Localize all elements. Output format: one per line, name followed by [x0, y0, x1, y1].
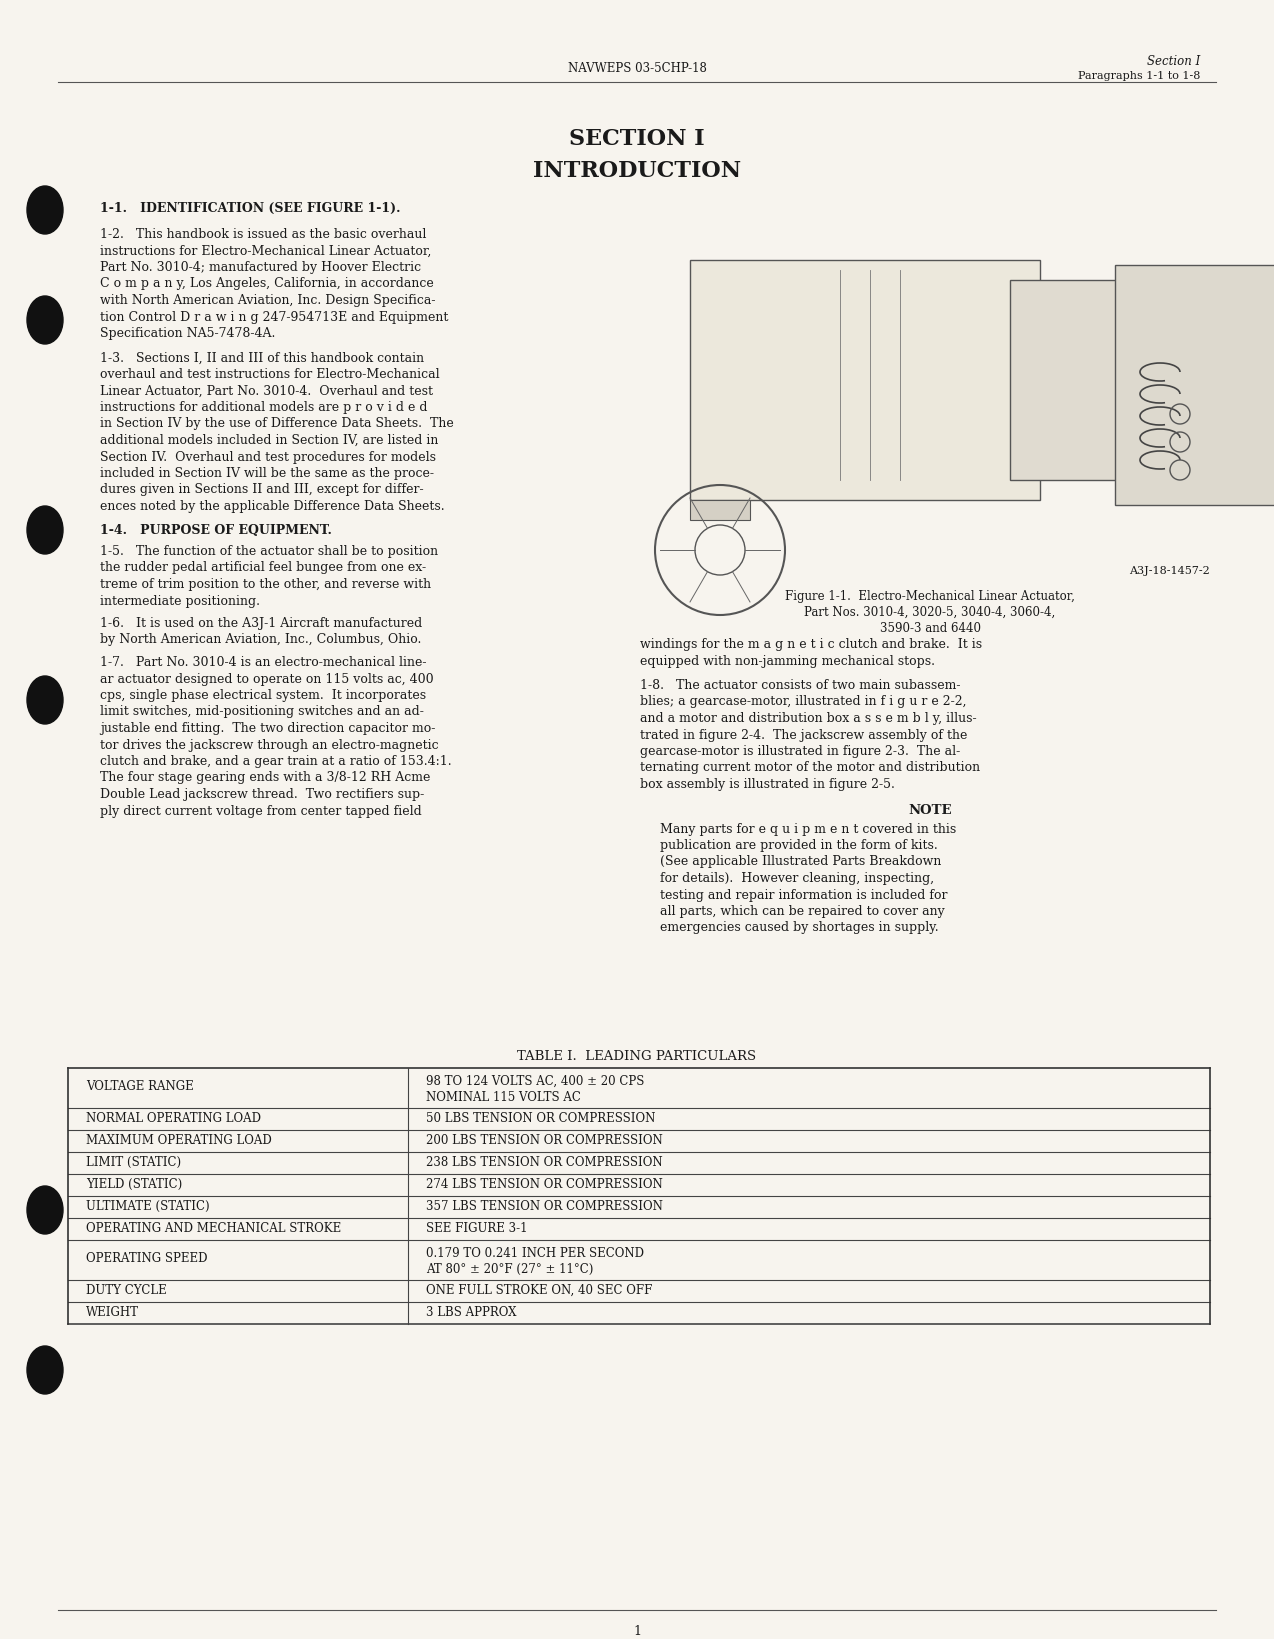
- Text: by North American Aviation, Inc., Columbus, Ohio.: by North American Aviation, Inc., Columb…: [99, 634, 422, 646]
- Text: limit switches, mid-positioning switches and an ad-: limit switches, mid-positioning switches…: [99, 705, 424, 718]
- Text: 98 TO 124 VOLTS AC, 400 ± 20 CPS: 98 TO 124 VOLTS AC, 400 ± 20 CPS: [426, 1075, 645, 1088]
- Text: WEIGHT: WEIGHT: [87, 1306, 139, 1318]
- Text: tor drives the jackscrew through an electro-magnetic: tor drives the jackscrew through an elec…: [99, 739, 438, 752]
- Text: INTRODUCTION: INTRODUCTION: [533, 161, 741, 182]
- Ellipse shape: [27, 675, 62, 724]
- Text: dures given in Sections II and III, except for differ-: dures given in Sections II and III, exce…: [99, 484, 424, 497]
- Text: instructions for additional models are p r o v i d e d: instructions for additional models are p…: [99, 402, 428, 415]
- Text: gearcase-motor is illustrated in figure 2-3.  The al-: gearcase-motor is illustrated in figure …: [640, 746, 961, 757]
- Text: AT 80° ± 20°F (27° ± 11°C): AT 80° ± 20°F (27° ± 11°C): [426, 1264, 594, 1277]
- Text: SEE FIGURE 3-1: SEE FIGURE 3-1: [426, 1221, 527, 1234]
- Text: Double Lead jackscrew thread.  Two rectifiers sup-: Double Lead jackscrew thread. Two rectif…: [99, 788, 424, 801]
- Text: OPERATING SPEED: OPERATING SPEED: [87, 1252, 208, 1265]
- Text: TABLE I.  LEADING PARTICULARS: TABLE I. LEADING PARTICULARS: [517, 1051, 757, 1064]
- Text: 1-8.   The actuator consists of two main subassem-: 1-8. The actuator consists of two main s…: [640, 679, 961, 692]
- Text: testing and repair information is included for: testing and repair information is includ…: [660, 888, 948, 901]
- Text: Figure 1-1.  Electro-Mechanical Linear Actuator,: Figure 1-1. Electro-Mechanical Linear Ac…: [785, 590, 1075, 603]
- Text: ar actuator designed to operate on 115 volts ac, 400: ar actuator designed to operate on 115 v…: [99, 672, 433, 685]
- Text: publication are provided in the form of kits.: publication are provided in the form of …: [660, 839, 938, 852]
- Text: 1-1.   IDENTIFICATION (SEE FIGURE 1-1).: 1-1. IDENTIFICATION (SEE FIGURE 1-1).: [99, 202, 400, 215]
- Text: in Section IV by the use of Difference Data Sheets.  The: in Section IV by the use of Difference D…: [99, 418, 454, 431]
- Text: 3590-3 and 6440: 3590-3 and 6440: [879, 621, 981, 634]
- Text: 1-5.   The function of the actuator shall be to position: 1-5. The function of the actuator shall …: [99, 546, 438, 557]
- Text: Section I: Section I: [1147, 56, 1200, 67]
- Text: the rudder pedal artificial feel bungee from one ex-: the rudder pedal artificial feel bungee …: [99, 562, 426, 575]
- Text: Specification NA5-7478-4A.: Specification NA5-7478-4A.: [99, 328, 275, 339]
- Text: 3 LBS APPROX: 3 LBS APPROX: [426, 1306, 516, 1318]
- Text: NOMINAL 115 VOLTS AC: NOMINAL 115 VOLTS AC: [426, 1092, 581, 1105]
- Text: (See applicable Illustrated Parts Breakdown: (See applicable Illustrated Parts Breakd…: [660, 856, 941, 869]
- Text: treme of trim position to the other, and reverse with: treme of trim position to the other, and…: [99, 579, 431, 592]
- Bar: [691, 261, 1040, 500]
- Bar: [1115, 266, 1274, 505]
- Text: included in Section IV will be the same as the proce-: included in Section IV will be the same …: [99, 467, 434, 480]
- Text: The four stage gearing ends with a 3/8-12 RH Acme: The four stage gearing ends with a 3/8-1…: [99, 772, 431, 785]
- Text: C o m p a n y, Los Angeles, California, in accordance: C o m p a n y, Los Angeles, California, …: [99, 277, 433, 290]
- Text: 50 LBS TENSION OR COMPRESSION: 50 LBS TENSION OR COMPRESSION: [426, 1111, 655, 1124]
- Ellipse shape: [27, 506, 62, 554]
- Text: OPERATING AND MECHANICAL STROKE: OPERATING AND MECHANICAL STROKE: [87, 1221, 341, 1234]
- Text: trated in figure 2-4.  The jackscrew assembly of the: trated in figure 2-4. The jackscrew asse…: [640, 728, 967, 741]
- Text: 1-2.   This handbook is issued as the basic overhaul: 1-2. This handbook is issued as the basi…: [99, 228, 427, 241]
- Text: justable end fitting.  The two direction capacitor mo-: justable end fitting. The two direction …: [99, 723, 436, 734]
- Text: NORMAL OPERATING LOAD: NORMAL OPERATING LOAD: [87, 1111, 261, 1124]
- Text: NOTE: NOTE: [908, 805, 952, 818]
- Text: DUTY CYCLE: DUTY CYCLE: [87, 1283, 167, 1296]
- Text: 274 LBS TENSION OR COMPRESSION: 274 LBS TENSION OR COMPRESSION: [426, 1177, 662, 1190]
- Text: 357 LBS TENSION OR COMPRESSION: 357 LBS TENSION OR COMPRESSION: [426, 1200, 662, 1213]
- Text: ULTIMATE (STATIC): ULTIMATE (STATIC): [87, 1200, 210, 1213]
- Text: Linear Actuator, Part No. 3010-4.  Overhaul and test: Linear Actuator, Part No. 3010-4. Overha…: [99, 385, 433, 398]
- Text: 238 LBS TENSION OR COMPRESSION: 238 LBS TENSION OR COMPRESSION: [426, 1155, 662, 1169]
- Text: A3J-18-1457-2: A3J-18-1457-2: [1129, 565, 1210, 575]
- Text: instructions for Electro-Mechanical Linear Actuator,: instructions for Electro-Mechanical Line…: [99, 244, 432, 257]
- Text: 200 LBS TENSION OR COMPRESSION: 200 LBS TENSION OR COMPRESSION: [426, 1134, 662, 1147]
- Text: YIELD (STATIC): YIELD (STATIC): [87, 1177, 182, 1190]
- Text: cps, single phase electrical system.  It incorporates: cps, single phase electrical system. It …: [99, 688, 426, 701]
- Text: emergencies caused by shortages in supply.: emergencies caused by shortages in suppl…: [660, 921, 939, 934]
- Text: ONE FULL STROKE ON, 40 SEC OFF: ONE FULL STROKE ON, 40 SEC OFF: [426, 1283, 652, 1296]
- Text: clutch and brake, and a gear train at a ratio of 153.4:1.: clutch and brake, and a gear train at a …: [99, 756, 451, 769]
- Text: 1-4.   PURPOSE OF EQUIPMENT.: 1-4. PURPOSE OF EQUIPMENT.: [99, 524, 331, 538]
- Text: additional models included in Section IV, are listed in: additional models included in Section IV…: [99, 434, 438, 447]
- Text: all parts, which can be repaired to cover any: all parts, which can be repaired to cove…: [660, 905, 945, 918]
- Text: NAVWEPS 03-5CHP-18: NAVWEPS 03-5CHP-18: [567, 62, 707, 75]
- Text: LIMIT (STATIC): LIMIT (STATIC): [87, 1155, 181, 1169]
- Text: 0.179 TO 0.241 INCH PER SECOND: 0.179 TO 0.241 INCH PER SECOND: [426, 1247, 643, 1260]
- Text: and a motor and distribution box a s s e m b l y, illus-: and a motor and distribution box a s s e…: [640, 711, 977, 724]
- Ellipse shape: [27, 1346, 62, 1395]
- Ellipse shape: [27, 185, 62, 234]
- Text: Section IV.  Overhaul and test procedures for models: Section IV. Overhaul and test procedures…: [99, 451, 436, 464]
- Text: for details).  However cleaning, inspecting,: for details). However cleaning, inspecti…: [660, 872, 934, 885]
- Text: ply direct current voltage from center tapped field: ply direct current voltage from center t…: [99, 805, 422, 818]
- Text: 1-7.   Part No. 3010-4 is an electro-mechanical line-: 1-7. Part No. 3010-4 is an electro-mecha…: [99, 656, 427, 669]
- Text: overhaul and test instructions for Electro-Mechanical: overhaul and test instructions for Elect…: [99, 369, 440, 380]
- Text: 1: 1: [633, 1624, 641, 1637]
- Bar: [1010, 280, 1140, 480]
- Text: ences noted by the applicable Difference Data Sheets.: ences noted by the applicable Difference…: [99, 500, 445, 513]
- Text: blies; a gearcase-motor, illustrated in f i g u r e 2-2,: blies; a gearcase-motor, illustrated in …: [640, 695, 967, 708]
- Text: Part No. 3010-4; manufactured by Hoover Electric: Part No. 3010-4; manufactured by Hoover …: [99, 261, 422, 274]
- Text: with North American Aviation, Inc. Design Specifica-: with North American Aviation, Inc. Desig…: [99, 293, 436, 306]
- Text: 1-3.   Sections I, II and III of this handbook contain: 1-3. Sections I, II and III of this hand…: [99, 351, 424, 364]
- Text: SECTION I: SECTION I: [569, 128, 705, 151]
- Text: tion Control D r a w i n g 247-954713E and Equipment: tion Control D r a w i n g 247-954713E a…: [99, 310, 448, 323]
- Text: 1-6.   It is used on the A3J-1 Aircraft manufactured: 1-6. It is used on the A3J-1 Aircraft ma…: [99, 616, 422, 629]
- Bar: [691, 500, 750, 520]
- Text: windings for the m a g n e t i c clutch and brake.  It is: windings for the m a g n e t i c clutch …: [640, 638, 982, 651]
- Text: intermediate positioning.: intermediate positioning.: [99, 595, 260, 608]
- Ellipse shape: [27, 1187, 62, 1234]
- Text: equipped with non-jamming mechanical stops.: equipped with non-jamming mechanical sto…: [640, 654, 935, 667]
- Text: ternating current motor of the motor and distribution: ternating current motor of the motor and…: [640, 762, 980, 775]
- Text: VOLTAGE RANGE: VOLTAGE RANGE: [87, 1080, 194, 1093]
- Text: box assembly is illustrated in figure 2-5.: box assembly is illustrated in figure 2-…: [640, 779, 894, 792]
- Text: Paragraphs 1-1 to 1-8: Paragraphs 1-1 to 1-8: [1078, 70, 1200, 80]
- Text: MAXIMUM OPERATING LOAD: MAXIMUM OPERATING LOAD: [87, 1134, 271, 1147]
- Ellipse shape: [27, 297, 62, 344]
- Text: Part Nos. 3010-4, 3020-5, 3040-4, 3060-4,: Part Nos. 3010-4, 3020-5, 3040-4, 3060-4…: [804, 606, 1056, 620]
- Text: Many parts for e q u i p m e n t covered in this: Many parts for e q u i p m e n t covered…: [660, 823, 957, 836]
